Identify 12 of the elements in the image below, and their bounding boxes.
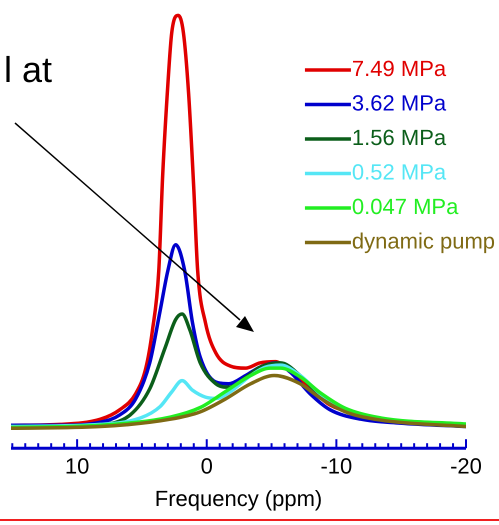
- legend-label: 0.047 MPa: [352, 194, 460, 220]
- annotation: l at: [4, 49, 52, 90]
- legend-label: 1.56 MPa: [352, 125, 447, 150]
- legend-label: dynamic pump: [352, 228, 496, 254]
- x-tick-label: -20: [450, 453, 482, 478]
- legend-label: 7.49 MPa: [352, 56, 447, 82]
- x-tick-label: -10: [320, 453, 352, 478]
- legend-label: 0.52 MPa: [352, 160, 447, 185]
- x-tick-label: 10: [64, 453, 90, 478]
- legend-label: 3.62 MPa: [352, 90, 447, 116]
- x-axis-title: Frequency (ppm): [154, 486, 322, 511]
- x-tick-label: 0: [200, 453, 213, 478]
